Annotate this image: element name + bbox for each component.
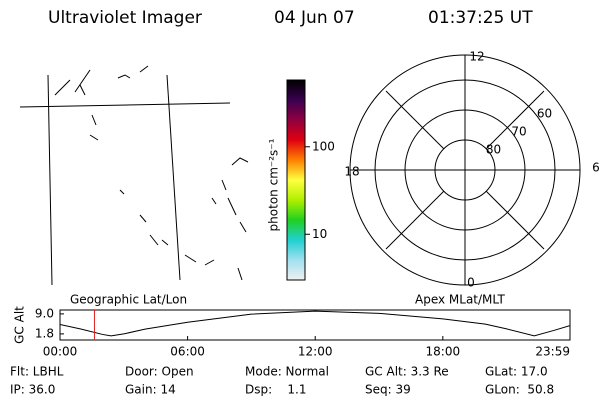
orbit-right-label: Apex MLat/MLT (415, 293, 505, 307)
y-tick-label: 1.8 (35, 326, 54, 340)
lat-label: 60 (537, 107, 552, 121)
y-tick-label: 9.0 (35, 306, 54, 320)
status-field: Gain: 14 (125, 383, 176, 397)
lat-ring (404, 109, 526, 231)
x-tick-label: 00:00 (43, 345, 78, 359)
colorbar-label: photon cm⁻²s⁻¹ (267, 138, 281, 231)
colorbar-tick-label: 100 (312, 139, 335, 153)
mlt-label: 18 (344, 165, 359, 179)
lat-label: 70 (511, 125, 526, 139)
status-field: Door: Open (125, 365, 194, 379)
status-field: Mode: Normal (245, 365, 329, 379)
mlt-label: 12 (469, 50, 484, 64)
status-field: GLon: 50.8 (485, 383, 554, 397)
x-tick-label: 23:59 (535, 345, 570, 359)
time: 01:37:25 UT (428, 8, 533, 28)
lat-ring (374, 79, 556, 261)
status-field: IP: 36.0 (10, 383, 55, 397)
polar-grid (349, 54, 581, 286)
mlt-label: 0 (467, 276, 475, 290)
colorbar-tick-label: 10 (312, 227, 327, 241)
status-field: Flt: LBHL (10, 365, 64, 379)
mlt-label: 6 (592, 161, 600, 175)
date: 04 Jun 07 (274, 8, 355, 28)
x-tick-label: 06:00 (170, 345, 205, 359)
colorbar (286, 79, 306, 281)
status-field: GLat: 17.0 (485, 365, 548, 379)
orbit-frame (59, 309, 571, 341)
altitude-line (60, 310, 570, 337)
title: Ultraviolet Imager (48, 8, 202, 28)
status-field: Dsp: 1.1 (245, 383, 307, 397)
x-tick-label: 18:00 (426, 345, 461, 359)
lat-label: 80 (486, 143, 501, 157)
orbit-left-label: Geographic Lat/Lon (70, 293, 187, 307)
orbit-ylabel: GC Alt (13, 306, 27, 344)
lat-ring (434, 139, 496, 201)
map (19, 65, 249, 286)
status-field: Seq: 39 (365, 383, 411, 397)
x-tick-label: 12:00 (298, 345, 333, 359)
status-field: GC Alt: 3.3 Re (365, 365, 449, 379)
